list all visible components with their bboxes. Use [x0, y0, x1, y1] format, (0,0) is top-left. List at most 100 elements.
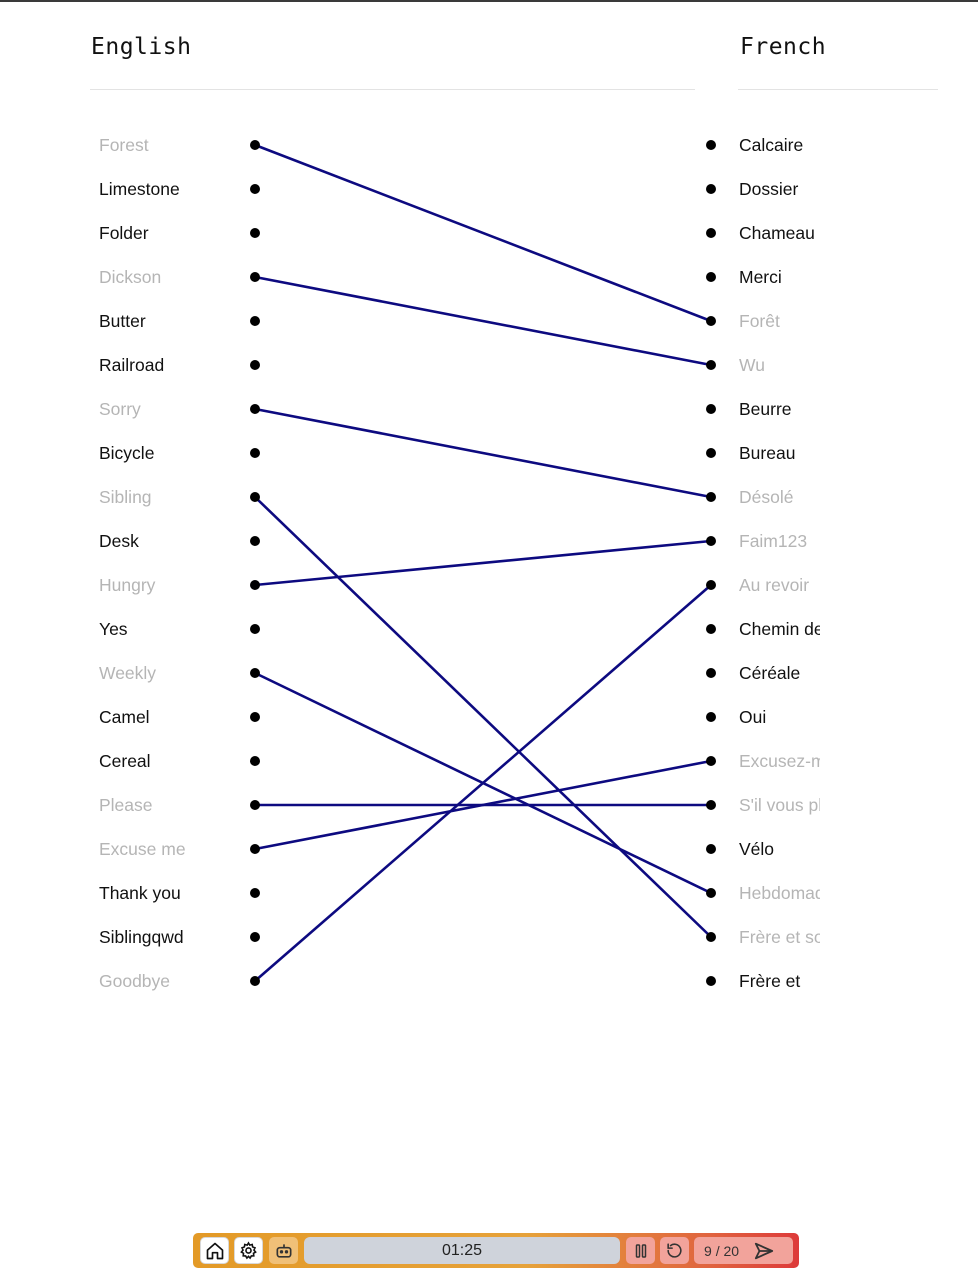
french-connector-dot[interactable] — [706, 756, 716, 766]
english-connector-dot[interactable] — [250, 360, 260, 370]
english-connector-dot[interactable] — [250, 800, 260, 810]
english-word-weekly[interactable]: Weekly — [99, 663, 157, 683]
english-connector-dot[interactable] — [250, 844, 260, 854]
french-word-au-revoir[interactable]: Au revoir — [739, 575, 810, 595]
progress-separator: / — [715, 1242, 720, 1259]
top-border — [0, 0, 978, 2]
english-word-folder[interactable]: Folder — [99, 223, 149, 243]
english-connector-dot[interactable] — [250, 536, 260, 546]
english-word-sibling[interactable]: Sibling — [99, 487, 152, 507]
submit-button[interactable]: 9 / 20 — [694, 1237, 793, 1264]
english-connector-dot[interactable] — [250, 976, 260, 986]
french-column-title: French — [740, 34, 827, 60]
english-connector-dot[interactable] — [250, 184, 260, 194]
english-connector-dot[interactable] — [250, 448, 260, 458]
french-connector-dot[interactable] — [706, 184, 716, 194]
english-word-forest[interactable]: Forest — [99, 135, 149, 155]
french-word-bureau[interactable]: Bureau — [739, 443, 796, 463]
english-word-dickson[interactable]: Dickson — [99, 267, 162, 287]
french-word-beurre[interactable]: Beurre — [739, 399, 792, 419]
progress-current: 9 — [704, 1242, 712, 1259]
english-connector-dot[interactable] — [250, 668, 260, 678]
english-word-siblingqwd[interactable]: Siblingqwd — [99, 927, 184, 947]
english-connector-dot[interactable] — [250, 888, 260, 898]
settings-button[interactable] — [234, 1237, 263, 1264]
french-connector-dot[interactable] — [706, 580, 716, 590]
french-word-s-il-vous-pla-t[interactable]: S'il vous plaît — [739, 795, 820, 815]
french-connector-dot[interactable] — [706, 668, 716, 678]
english-connector-dot[interactable] — [250, 580, 260, 590]
french-connector-dot[interactable] — [706, 932, 716, 942]
french-word-calcaire[interactable]: Calcaire — [739, 135, 804, 155]
french-connector-dot[interactable] — [706, 888, 716, 898]
restart-button[interactable] — [660, 1237, 689, 1264]
french-connector-dot[interactable] — [706, 228, 716, 238]
english-word-butter[interactable]: Butter — [99, 311, 146, 331]
english-word-goodbye[interactable]: Goodbye — [99, 971, 171, 991]
english-connector-dot[interactable] — [250, 140, 260, 150]
english-connector-dot[interactable] — [250, 228, 260, 238]
french-word-list: Calcaire Dossier Chameau Merci Forêt Wu Beurre… — [730, 120, 820, 1000]
french-word-fr-re-et[interactable]: Frère et — [739, 971, 801, 991]
french-word-c-r-ale[interactable]: Céréale — [739, 663, 801, 683]
french-column-divider — [738, 89, 938, 90]
french-word-hebdomadaire[interactable]: Hebdomadaire — [739, 883, 820, 903]
match-line — [254, 275, 712, 367]
restart-icon — [667, 1243, 682, 1258]
french-connector-dot[interactable] — [706, 404, 716, 414]
french-connector-dot[interactable] — [706, 140, 716, 150]
french-word-wu[interactable]: Wu — [739, 355, 765, 375]
french-word-merci[interactable]: Merci — [739, 267, 782, 287]
french-connector-dot[interactable] — [706, 800, 716, 810]
french-word-fr-re-et-s-ur[interactable]: Frère et sœur — [739, 927, 820, 947]
english-word-camel[interactable]: Camel — [99, 707, 150, 727]
french-connector-dot[interactable] — [706, 316, 716, 326]
french-word-oui[interactable]: Oui — [739, 707, 767, 727]
french-word-dossier[interactable]: Dossier — [739, 179, 799, 199]
english-connector-dot[interactable] — [250, 316, 260, 326]
french-word-v-lo[interactable]: Vélo — [739, 839, 775, 859]
french-connector-dot[interactable] — [706, 536, 716, 546]
match-line — [254, 584, 712, 982]
home-button[interactable] — [200, 1237, 229, 1264]
english-word-bicycle[interactable]: Bicycle — [99, 443, 155, 463]
progress-total: 20 — [723, 1242, 740, 1259]
pause-button[interactable] — [626, 1237, 655, 1264]
match-line — [254, 407, 712, 499]
french-connector-dot[interactable] — [706, 272, 716, 282]
english-word-sorry[interactable]: Sorry — [99, 399, 141, 419]
french-connector-dot[interactable] — [706, 360, 716, 370]
french-word-chameau[interactable]: Chameau — [739, 223, 815, 243]
english-word-hungry[interactable]: Hungry — [99, 575, 156, 595]
french-word-chemin-de-fer[interactable]: Chemin de fer — [739, 619, 820, 639]
french-word-for-t[interactable]: Forêt — [739, 311, 780, 331]
english-word-desk[interactable]: Desk — [99, 531, 139, 551]
english-connector-dot[interactable] — [250, 756, 260, 766]
english-word-limestone[interactable]: Limestone — [99, 179, 180, 199]
french-connector-dot[interactable] — [706, 712, 716, 722]
french-word-excusez-moi[interactable]: Excusez-moi — [739, 751, 820, 771]
english-connector-dot[interactable] — [250, 932, 260, 942]
english-word-please[interactable]: Please — [99, 795, 153, 815]
french-connector-dot[interactable] — [706, 976, 716, 986]
french-connector-dot[interactable] — [706, 448, 716, 458]
timer-display: 01:25 — [304, 1237, 620, 1264]
english-connector-dot[interactable] — [250, 404, 260, 414]
french-connector-dot[interactable] — [706, 624, 716, 634]
assistant-button[interactable] — [269, 1237, 298, 1264]
english-word-cereal[interactable]: Cereal — [99, 751, 151, 771]
match-lines-canvas — [250, 140, 716, 986]
english-column-divider — [90, 89, 695, 90]
english-word-excuse-me[interactable]: Excuse me — [99, 839, 186, 859]
english-connector-dot[interactable] — [250, 492, 260, 502]
french-connector-dot[interactable] — [706, 844, 716, 854]
english-word-thank-you[interactable]: Thank you — [99, 883, 181, 903]
english-connector-dot[interactable] — [250, 712, 260, 722]
french-connector-dot[interactable] — [706, 492, 716, 502]
english-connector-dot[interactable] — [250, 624, 260, 634]
french-word-d-sol[interactable]: Désolé — [739, 487, 794, 507]
english-word-railroad[interactable]: Railroad — [99, 355, 165, 375]
english-word-yes[interactable]: Yes — [99, 619, 128, 639]
french-word-faim123[interactable]: Faim123 — [739, 531, 808, 551]
english-connector-dot[interactable] — [250, 272, 260, 282]
